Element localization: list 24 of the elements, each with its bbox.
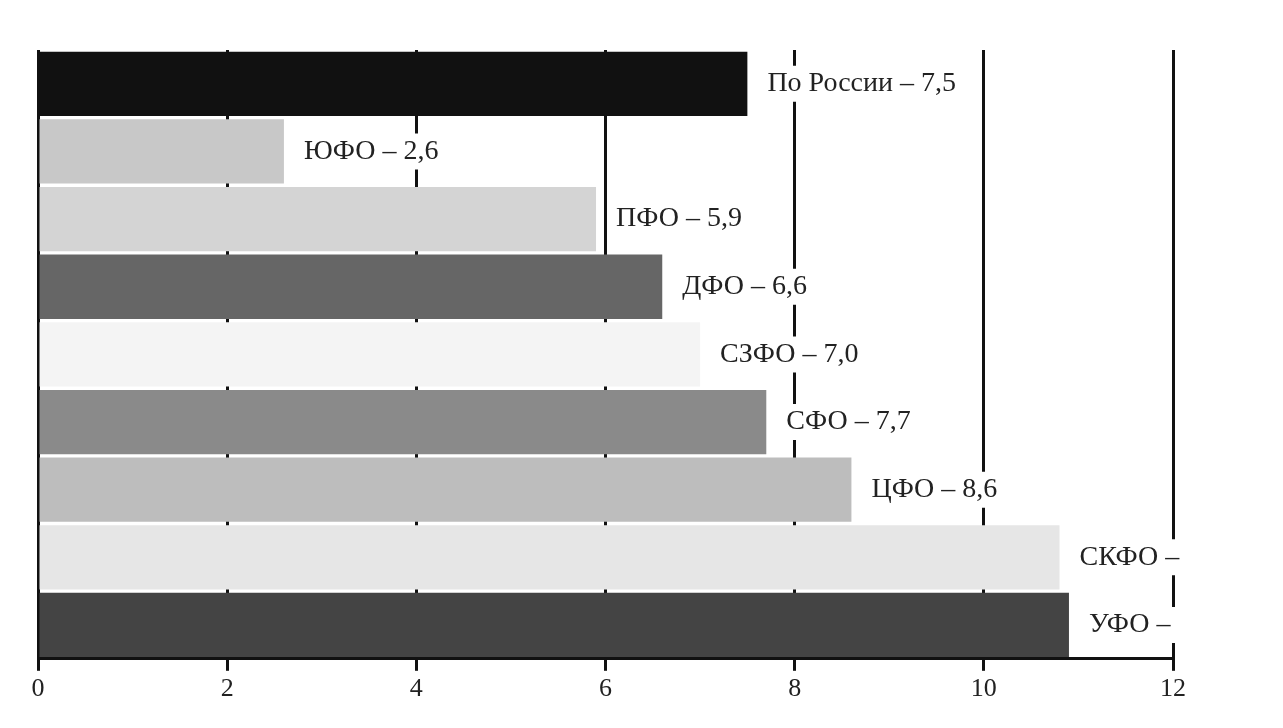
y-tick-label: ДФО – 6,6 <box>682 269 808 301</box>
bar <box>39 186 597 252</box>
y-tick-label: СКФО – <box>1079 539 1181 571</box>
x-tick-label: 8 <box>788 673 802 703</box>
bar <box>39 254 663 319</box>
x-tick-label: 0 <box>31 673 45 703</box>
x-tick-label: 2 <box>220 673 234 703</box>
x-tick-label: 10 <box>970 673 997 703</box>
bar <box>39 525 1060 590</box>
x-tick-label: 12 <box>1160 673 1186 703</box>
y-tick-label: УФО – <box>1088 607 1172 639</box>
bar <box>39 389 767 455</box>
bar <box>39 119 284 184</box>
x-tick-label: 4 <box>409 673 423 703</box>
bar <box>39 592 1069 658</box>
bar <box>39 322 701 387</box>
y-tick-label: СФО – 7,7 <box>786 404 911 436</box>
y-tick-label: По России – 7,5 <box>767 66 956 98</box>
y-tick-label: СЗФО – 7,0 <box>720 336 859 368</box>
x-tick-label: 6 <box>599 673 612 703</box>
y-tick-label: ЮФО – 2,6 <box>303 133 439 165</box>
y-tick-label: ПФО – 5,9 <box>616 201 742 233</box>
bar <box>39 457 852 522</box>
y-tick-label: ЦФО – 8,6 <box>871 472 998 504</box>
